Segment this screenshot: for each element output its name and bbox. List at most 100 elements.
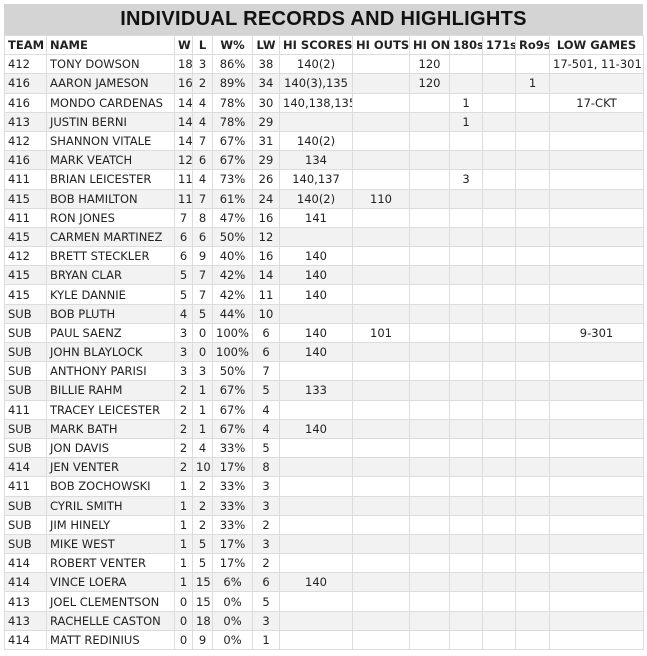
table-cell: 412 xyxy=(4,130,47,152)
table-cell: 3 xyxy=(174,341,193,363)
table-cell: JIM HINELY xyxy=(46,514,175,535)
table-cell: 411 xyxy=(4,207,47,228)
table-cell: JOHN BLAYLOCK xyxy=(46,341,175,363)
table-cell xyxy=(409,514,450,535)
table-cell: 7 xyxy=(252,361,280,382)
column-header: TEAM xyxy=(4,34,47,56)
table-cell xyxy=(482,207,516,228)
table-cell xyxy=(515,341,550,363)
table-cell: 26 xyxy=(252,169,280,190)
table-body: 412 TONY DOWSON 18 3 86% 38 140(2) 120 17-501, 1… xyxy=(4,54,644,651)
table-cell xyxy=(482,130,516,152)
table-cell: 11 xyxy=(252,284,280,305)
table-cell: 413 xyxy=(4,610,47,631)
table-cell xyxy=(515,188,550,209)
table-cell: AARON JAMESON xyxy=(46,73,175,94)
table-cell xyxy=(549,265,644,286)
table-row: 411 RON JONES 7 8 47% 16 141 xyxy=(4,207,644,228)
table-cell: 0% xyxy=(212,610,253,631)
table-cell xyxy=(515,572,550,593)
table-cell xyxy=(449,207,483,228)
table-row: 416 MONDO CARDENAS 14 4 78% 30 140,138,135 1 17-… xyxy=(4,92,644,113)
table-cell: 40% xyxy=(212,246,253,267)
table-cell: 3 xyxy=(174,361,193,382)
column-header: LW xyxy=(252,34,280,56)
table-cell: ANTHONY PARISI xyxy=(46,361,175,382)
table-cell xyxy=(549,73,644,94)
table-cell xyxy=(515,437,550,459)
table-cell: 140 xyxy=(279,246,353,267)
table-cell xyxy=(449,380,483,401)
table-cell xyxy=(449,572,483,593)
table-cell: 15 xyxy=(192,591,213,612)
table-cell: 2 xyxy=(252,553,280,574)
table-cell: 3 xyxy=(192,54,213,75)
table-cell xyxy=(482,246,516,267)
table-cell xyxy=(515,514,550,535)
table-cell xyxy=(352,246,410,267)
table-cell: 24 xyxy=(252,188,280,209)
table-cell xyxy=(449,265,483,286)
table-cell: 134 xyxy=(279,150,353,171)
records-page: INDIVIDUAL RECORDS AND HIGHLIGHTS TEAM NA… xyxy=(4,4,644,651)
table-cell: 4 xyxy=(252,418,280,439)
table-row: 412 SHANNON VITALE 14 7 67% 31 140(2) xyxy=(4,130,644,152)
table-row: SUB JOHN BLAYLOCK 3 0 100% 6 140 xyxy=(4,341,644,363)
table-row: 416 MARK VEATCH 12 6 67% 29 134 xyxy=(4,150,644,171)
table-cell xyxy=(482,495,516,516)
table-cell: 7 xyxy=(192,284,213,305)
table-cell: 44% xyxy=(212,303,253,324)
table-cell: 2 xyxy=(174,437,193,459)
table-cell: 0% xyxy=(212,591,253,612)
table-cell xyxy=(409,246,450,267)
table-cell: 411 xyxy=(4,399,47,420)
table-cell: 2 xyxy=(174,399,193,420)
column-header: L xyxy=(192,34,213,56)
table-cell xyxy=(515,495,550,516)
table-row: 414 VINCE LOERA 1 15 6% 6 140 xyxy=(4,572,644,593)
table-cell: 16 xyxy=(252,246,280,267)
table-cell xyxy=(482,303,516,324)
table-cell xyxy=(549,457,644,478)
table-cell: 412 xyxy=(4,54,47,75)
table-cell: 3 xyxy=(252,495,280,516)
table-cell xyxy=(515,226,550,248)
table-cell: SUB xyxy=(4,418,47,439)
table-cell: 2 xyxy=(192,514,213,535)
table-cell: 78% xyxy=(212,111,253,132)
table-cell xyxy=(515,322,550,344)
table-cell xyxy=(482,111,516,132)
table-cell xyxy=(409,303,450,324)
table-cell xyxy=(482,457,516,478)
table-cell xyxy=(482,226,516,248)
table-cell: 38 xyxy=(252,54,280,75)
table-cell: 412 xyxy=(4,246,47,267)
table-cell: 141 xyxy=(279,207,353,228)
column-header: NAME xyxy=(46,34,175,56)
table-cell xyxy=(279,457,353,478)
table-cell xyxy=(549,418,644,439)
table-cell xyxy=(515,54,550,75)
table-cell: 1 xyxy=(252,629,280,651)
table-cell xyxy=(279,495,353,516)
table-cell: TONY DOWSON xyxy=(46,54,175,75)
table-cell xyxy=(409,111,450,132)
table-cell: 415 xyxy=(4,188,47,209)
table-cell: BRETT STECKLER xyxy=(46,246,175,267)
table-cell: MARK BATH xyxy=(46,418,175,439)
table-cell: 16 xyxy=(174,73,193,94)
table-cell: 1 xyxy=(174,476,193,497)
table-cell: CARMEN MARTINEZ xyxy=(46,226,175,248)
table-cell xyxy=(449,437,483,459)
table-cell: 14 xyxy=(174,130,193,152)
table-cell: 100% xyxy=(212,341,253,363)
table-cell xyxy=(352,130,410,152)
table-cell xyxy=(449,284,483,305)
table-cell: 29 xyxy=(252,150,280,171)
table-cell xyxy=(352,572,410,593)
table-cell: 67% xyxy=(212,399,253,420)
table-cell xyxy=(279,610,353,631)
table-cell xyxy=(449,246,483,267)
table-cell: 110 xyxy=(352,188,410,209)
table-cell: 16 xyxy=(252,207,280,228)
